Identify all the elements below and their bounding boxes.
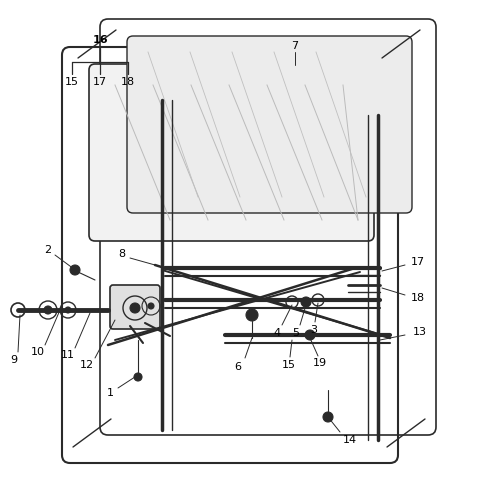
FancyBboxPatch shape: [110, 285, 160, 329]
Circle shape: [130, 303, 140, 313]
FancyBboxPatch shape: [89, 64, 374, 241]
Text: 7: 7: [291, 41, 299, 51]
Circle shape: [134, 373, 142, 381]
Circle shape: [305, 330, 315, 340]
Circle shape: [70, 265, 80, 275]
Text: 3: 3: [311, 325, 317, 335]
Text: 18: 18: [121, 77, 135, 87]
Text: 14: 14: [343, 435, 357, 445]
Text: 9: 9: [11, 355, 18, 365]
Text: 17: 17: [411, 257, 425, 267]
Text: 2: 2: [45, 245, 51, 255]
Text: 1: 1: [107, 388, 113, 398]
Text: 19: 19: [313, 358, 327, 368]
Text: 13: 13: [413, 327, 427, 337]
Text: 16: 16: [92, 35, 108, 45]
Text: 10: 10: [31, 347, 45, 357]
Circle shape: [301, 297, 311, 307]
Text: 4: 4: [274, 328, 281, 338]
Text: 8: 8: [119, 249, 126, 259]
Text: 12: 12: [80, 360, 94, 370]
Text: 5: 5: [292, 328, 300, 338]
Text: 15: 15: [282, 360, 296, 370]
Text: 18: 18: [411, 293, 425, 303]
FancyBboxPatch shape: [127, 36, 412, 213]
Text: 6: 6: [235, 362, 241, 372]
Circle shape: [44, 306, 52, 314]
Circle shape: [246, 309, 258, 321]
Text: 15: 15: [65, 77, 79, 87]
Text: 11: 11: [61, 350, 75, 360]
Circle shape: [148, 303, 154, 309]
Circle shape: [323, 412, 333, 422]
Text: 17: 17: [93, 77, 107, 87]
Circle shape: [65, 307, 71, 313]
